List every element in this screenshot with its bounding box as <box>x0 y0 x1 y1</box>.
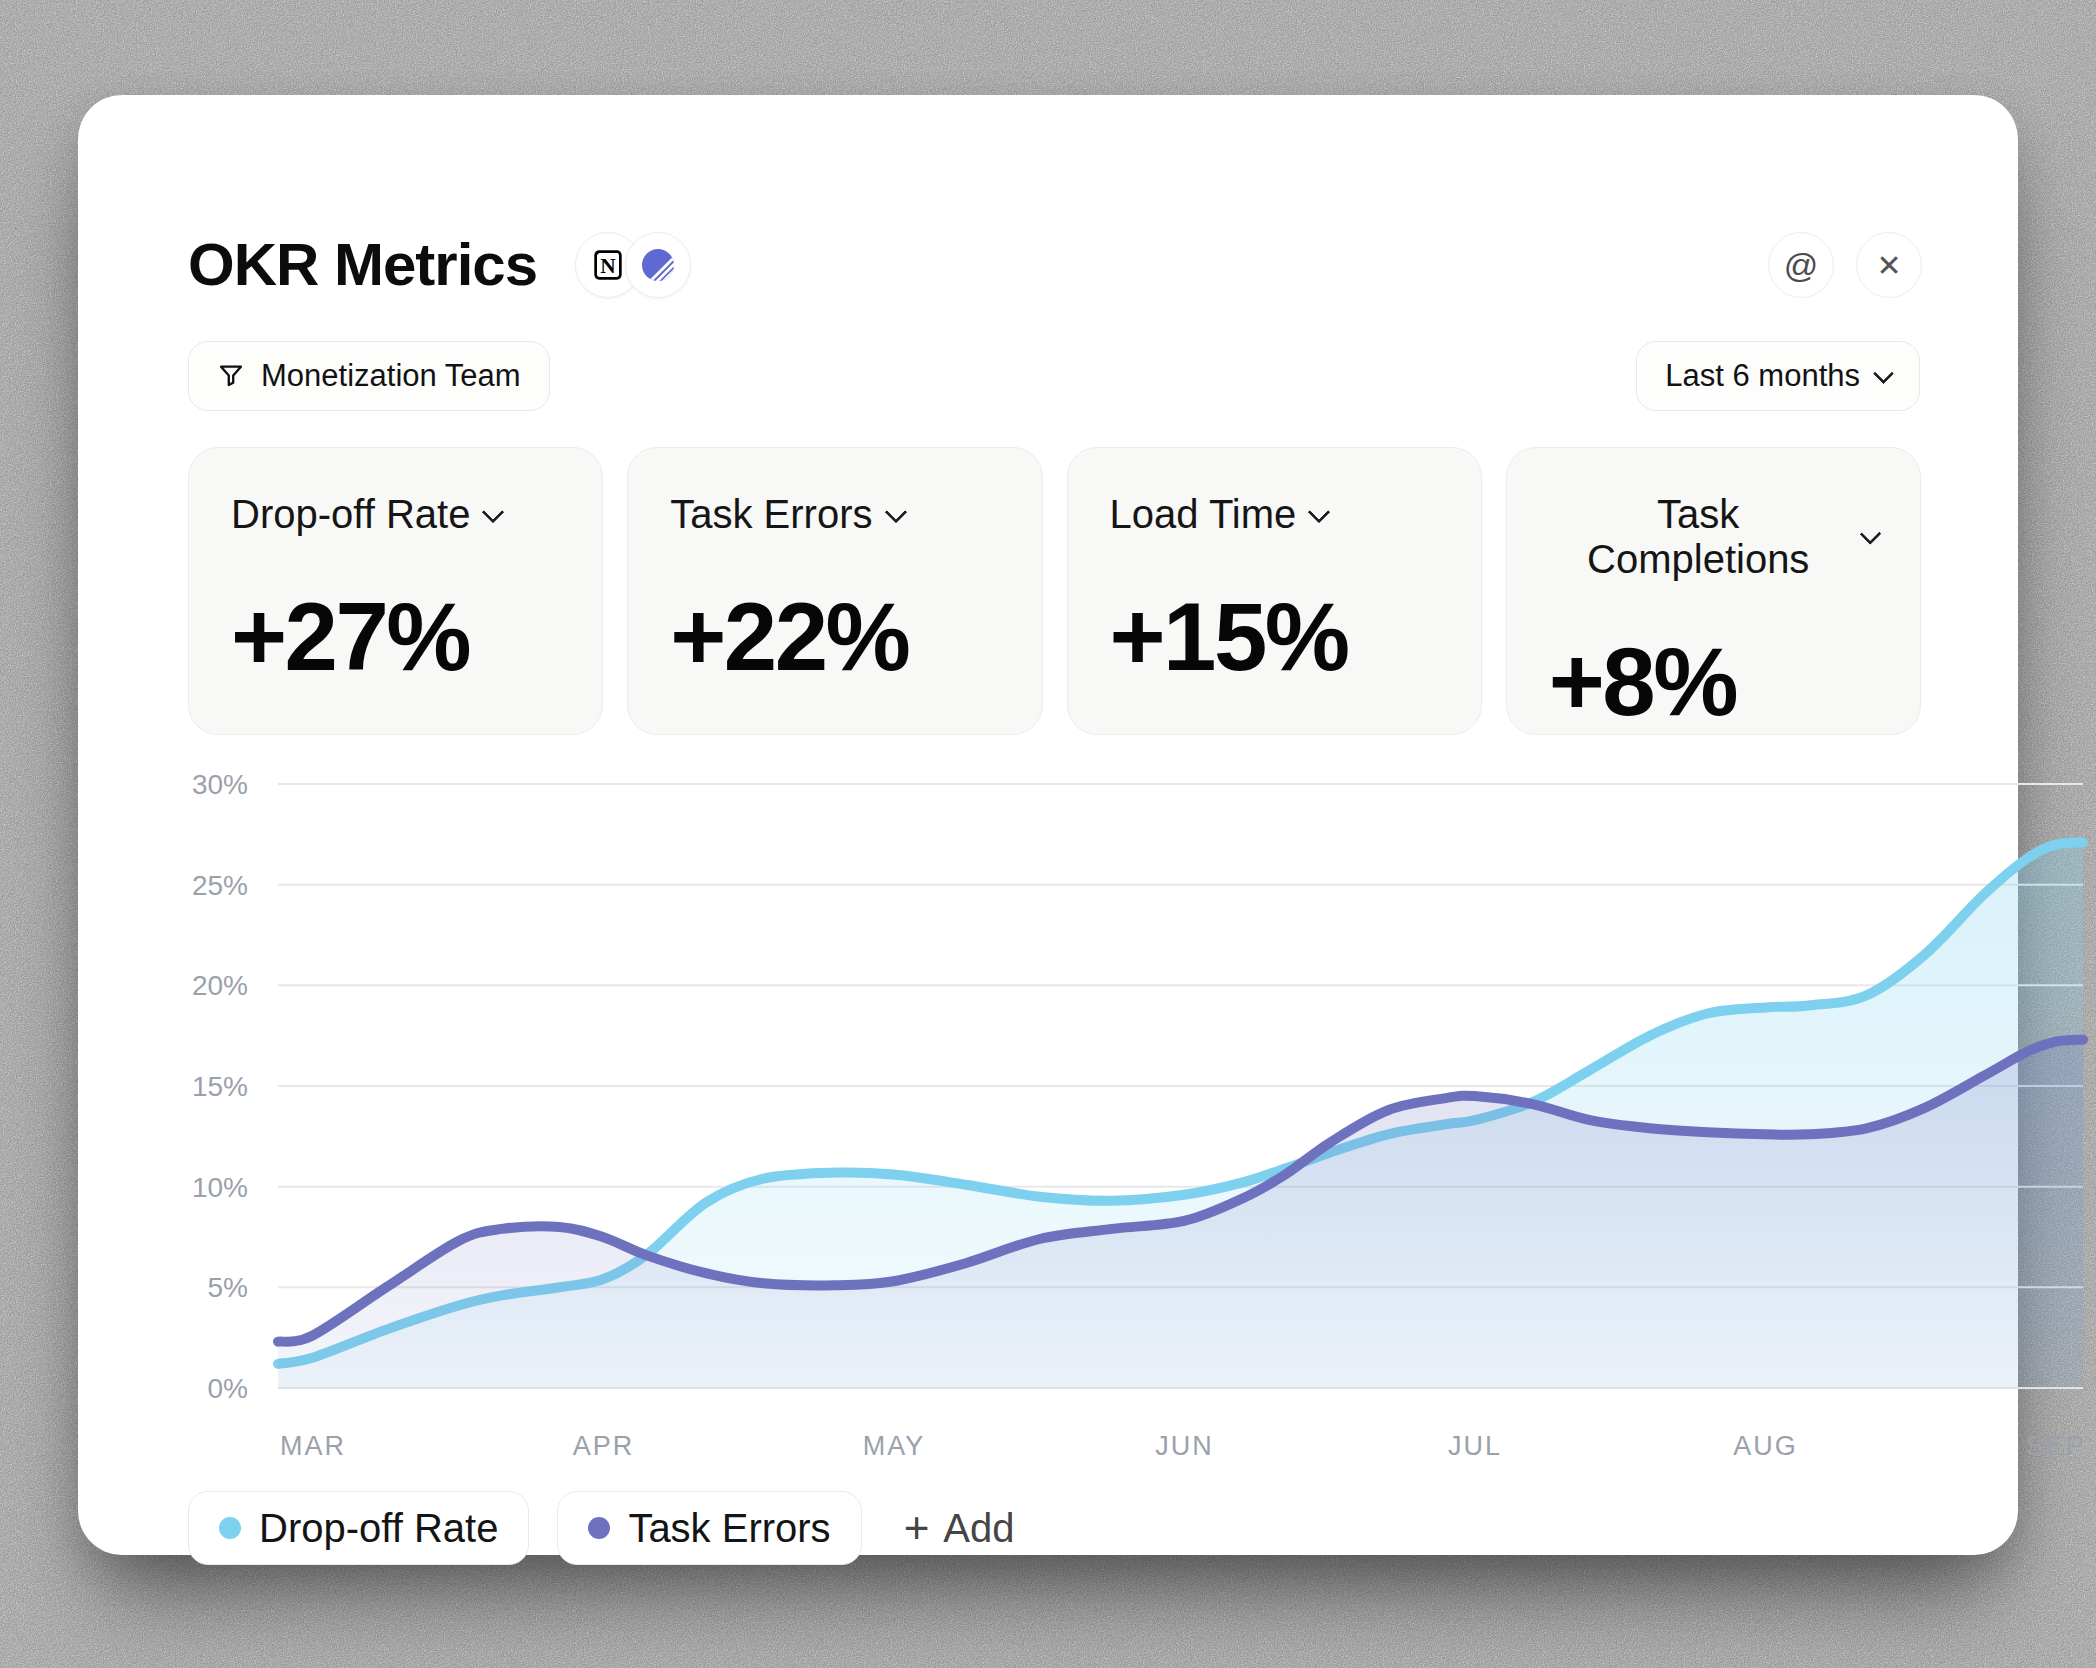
team-filter-button[interactable]: Monetization Team <box>188 341 550 411</box>
y-axis-tick-label: 10% <box>192 1172 248 1203</box>
x-axis-labels: MAR APR MAY JUN JUL AUG SEP <box>280 1431 2086 1461</box>
mention-button[interactable]: @ <box>1768 232 1834 298</box>
metric-label: Task Errors <box>670 492 872 537</box>
metric-label: Task Completions <box>1549 492 1848 582</box>
toolbar: Monetization Team Last 6 months <box>188 341 1920 411</box>
chevron-down-icon <box>884 500 907 523</box>
metric-selector-load-time[interactable]: Load Time <box>1110 492 1328 537</box>
date-range-select[interactable]: Last 6 months <box>1636 341 1920 411</box>
at-icon: @ <box>1784 246 1819 285</box>
metric-cards-row: Drop-off Rate +27% Task Errors +22% Load… <box>188 447 1921 735</box>
window-header: OKR Metrics N <box>188 223 1922 307</box>
x-axis-tick-label: APR <box>573 1431 635 1461</box>
legend-label: Drop-off Rate <box>259 1506 498 1551</box>
date-range-label: Last 6 months <box>1665 358 1860 394</box>
close-button[interactable]: ✕ <box>1856 232 1922 298</box>
chevron-down-icon <box>482 500 505 523</box>
metric-value: +8% <box>1549 634 1878 730</box>
x-axis-tick-label: JUN <box>1155 1431 1214 1461</box>
series-color-dot <box>219 1517 241 1539</box>
linear-icon <box>625 232 691 298</box>
x-axis-tick-label: JUL <box>1448 1431 1502 1461</box>
chevron-down-icon <box>1308 500 1331 523</box>
metric-card-load-time: Load Time +15% <box>1067 447 1482 735</box>
legend-chip-task-errors[interactable]: Task Errors <box>557 1491 861 1565</box>
metric-card-task-errors: Task Errors +22% <box>627 447 1042 735</box>
add-series-label: Add <box>943 1506 1014 1551</box>
close-icon: ✕ <box>1876 248 1901 283</box>
plus-icon: + <box>904 1506 930 1550</box>
okr-chart-svg: 30% 25% 20% 15% 10% 5% 0% MAR APR MAY JUN JUL AUG SEP <box>168 755 2088 1465</box>
legend-label: Task Errors <box>628 1506 830 1551</box>
x-axis-tick-label: MAR <box>280 1431 346 1461</box>
metric-card-task-completions: Task Completions +8% <box>1506 447 1921 735</box>
series-color-dot <box>588 1517 610 1539</box>
y-axis-tick-label: 20% <box>192 970 248 1001</box>
x-axis-tick-label: SEP <box>2026 1431 2086 1461</box>
metric-selector-task-completions[interactable]: Task Completions <box>1549 492 1878 582</box>
okr-trend-chart: 30% 25% 20% 15% 10% 5% 0% MAR APR MAY JUN JUL AUG SEP <box>168 755 2088 1465</box>
metric-card-drop-off-rate: Drop-off Rate +27% <box>188 447 603 735</box>
y-axis-tick-label: 5% <box>208 1272 248 1303</box>
legend-chip-drop-off-rate[interactable]: Drop-off Rate <box>188 1491 529 1565</box>
x-axis-tick-label: AUG <box>1733 1431 1798 1461</box>
add-series-button[interactable]: + Add <box>898 1505 1021 1552</box>
metric-value: +27% <box>231 589 560 685</box>
app-badges: N <box>575 232 691 298</box>
page-title: OKR Metrics <box>188 235 537 295</box>
metric-value: +15% <box>1110 589 1439 685</box>
metric-selector-task-errors[interactable]: Task Errors <box>670 492 903 537</box>
okr-widget-window: OKR Metrics N <box>78 95 2018 1555</box>
y-axis-tick-label: 0% <box>208 1373 248 1404</box>
chevron-down-icon <box>1859 523 1881 545</box>
metric-label: Drop-off Rate <box>231 492 470 537</box>
metric-selector-drop-off-rate[interactable]: Drop-off Rate <box>231 492 501 537</box>
x-axis-tick-label: MAY <box>863 1431 926 1461</box>
metric-label: Load Time <box>1110 492 1297 537</box>
metric-value: +22% <box>670 589 999 685</box>
y-axis-tick-label: 25% <box>192 870 248 901</box>
filter-icon <box>217 362 245 390</box>
y-axis-tick-label: 15% <box>192 1071 248 1102</box>
y-axis-tick-label: 30% <box>192 769 248 800</box>
team-filter-label: Monetization Team <box>261 358 521 394</box>
chart-legend: Drop-off Rate Task Errors + Add <box>188 1491 1021 1565</box>
chevron-down-icon <box>1873 363 1894 384</box>
header-actions: @ ✕ <box>1768 232 1922 298</box>
screenshot-stage: OKR Metrics N <box>0 0 2096 1668</box>
svg-text:N: N <box>600 254 616 278</box>
